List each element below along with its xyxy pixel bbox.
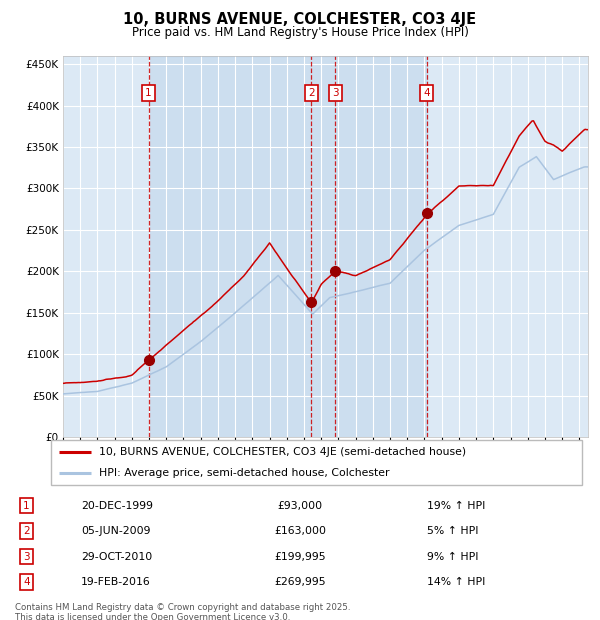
Text: 2: 2 [23, 526, 30, 536]
Text: 19-FEB-2016: 19-FEB-2016 [81, 577, 151, 587]
Text: 10, BURNS AVENUE, COLCHESTER, CO3 4JE (semi-detached house): 10, BURNS AVENUE, COLCHESTER, CO3 4JE (s… [99, 447, 466, 458]
Text: £199,995: £199,995 [274, 552, 326, 562]
Text: 3: 3 [332, 88, 339, 98]
Text: £163,000: £163,000 [274, 526, 326, 536]
Text: 4: 4 [424, 88, 430, 98]
Text: 20-DEC-1999: 20-DEC-1999 [81, 500, 153, 510]
Text: 14% ↑ HPI: 14% ↑ HPI [427, 577, 485, 587]
Text: 05-JUN-2009: 05-JUN-2009 [81, 526, 151, 536]
Text: Contains HM Land Registry data © Crown copyright and database right 2025.: Contains HM Land Registry data © Crown c… [15, 603, 350, 612]
Text: 29-OCT-2010: 29-OCT-2010 [81, 552, 152, 562]
Text: 5% ↑ HPI: 5% ↑ HPI [427, 526, 478, 536]
Text: This data is licensed under the Open Government Licence v3.0.: This data is licensed under the Open Gov… [15, 613, 290, 620]
Bar [149, 56, 427, 437]
Text: £269,995: £269,995 [274, 577, 326, 587]
Text: 2: 2 [308, 88, 314, 98]
Text: 4: 4 [23, 577, 30, 587]
FancyBboxPatch shape [51, 440, 582, 485]
Text: 10, BURNS AVENUE, COLCHESTER, CO3 4JE: 10, BURNS AVENUE, COLCHESTER, CO3 4JE [124, 12, 476, 27]
Text: 1: 1 [23, 500, 30, 510]
Text: Price paid vs. HM Land Registry's House Price Index (HPI): Price paid vs. HM Land Registry's House … [131, 26, 469, 39]
Text: £93,000: £93,000 [277, 500, 323, 510]
Text: HPI: Average price, semi-detached house, Colchester: HPI: Average price, semi-detached house,… [99, 467, 389, 478]
Text: 19% ↑ HPI: 19% ↑ HPI [427, 500, 485, 510]
Text: 3: 3 [23, 552, 30, 562]
Text: 9% ↑ HPI: 9% ↑ HPI [427, 552, 478, 562]
Text: 1: 1 [145, 88, 152, 98]
